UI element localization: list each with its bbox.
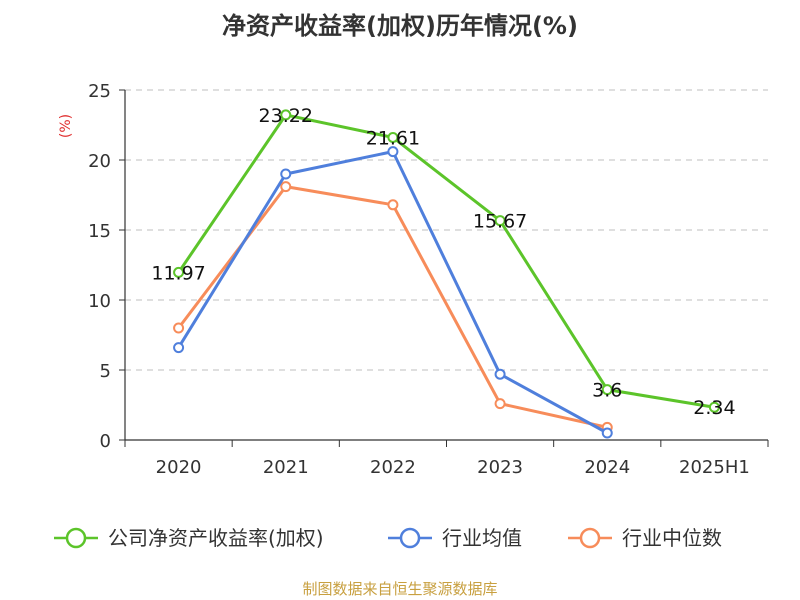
data-point xyxy=(173,266,185,278)
legend-label: 行业均值 xyxy=(442,526,522,550)
x-tick-label: 2022 xyxy=(370,457,416,478)
legend-item: 行业均值 xyxy=(388,526,522,550)
data-point xyxy=(387,146,399,158)
data-point xyxy=(601,427,613,439)
y-tick-label: 25 xyxy=(88,81,111,102)
y-axis-unit: (%) xyxy=(58,114,74,138)
data-label: 23.22 xyxy=(259,105,313,127)
y-tick-label: 10 xyxy=(88,291,111,312)
legend-marker xyxy=(399,527,421,549)
legend-label: 公司净资产收益率(加权) xyxy=(108,526,324,550)
data-label: 21.61 xyxy=(366,127,420,149)
data-label: 3.6 xyxy=(592,380,622,402)
x-tick-label: 2024 xyxy=(584,457,630,478)
series-line xyxy=(177,150,608,435)
legend-marker xyxy=(579,527,601,549)
data-point xyxy=(494,215,506,227)
data-label: 2.34 xyxy=(693,397,735,419)
legend-item: 行业中位数 xyxy=(568,526,722,550)
data-point xyxy=(280,181,292,193)
legend-label: 行业中位数 xyxy=(622,526,722,550)
data-point xyxy=(280,109,292,121)
x-tick-label: 2023 xyxy=(477,457,523,478)
legend-marker xyxy=(65,527,87,549)
chart-title: 净资产收益率(加权)历年情况(%) xyxy=(222,12,578,40)
legend-item: 公司净资产收益率(加权) xyxy=(54,526,324,550)
data-label: 15.67 xyxy=(473,211,527,233)
data-source: 制图数据来自恒生聚源数据库 xyxy=(302,580,497,598)
data-point xyxy=(708,401,720,413)
y-tick-label: 5 xyxy=(100,361,111,382)
y-tick-label: 15 xyxy=(88,221,111,242)
data-point xyxy=(173,342,185,354)
y-tick-label: 0 xyxy=(100,431,111,452)
data-point xyxy=(387,131,399,143)
data-label: 11.97 xyxy=(151,262,205,284)
data-point xyxy=(494,398,506,410)
y-tick-label: 20 xyxy=(88,151,111,172)
data-point xyxy=(494,368,506,380)
x-tick-label: 2025H1 xyxy=(679,457,750,478)
data-point xyxy=(280,168,292,180)
data-point xyxy=(387,199,399,211)
series-line xyxy=(177,185,608,429)
series-line xyxy=(177,113,715,409)
data-point xyxy=(173,322,185,334)
x-tick-label: 2020 xyxy=(156,457,202,478)
data-point xyxy=(601,384,613,396)
x-tick-label: 2021 xyxy=(263,457,309,478)
